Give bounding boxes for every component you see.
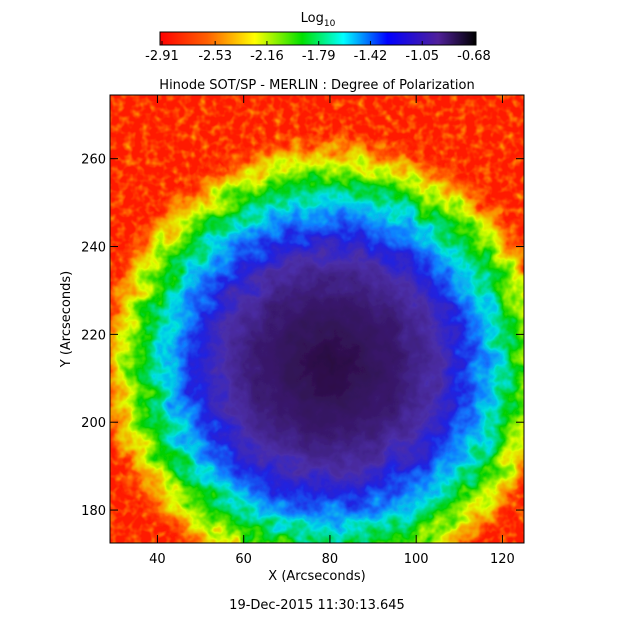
y-tick-label: 200 xyxy=(81,416,106,431)
colorbar-tick-label: -1.79 xyxy=(302,49,336,64)
y-axis-label: Y (Arcseconds) xyxy=(59,271,74,368)
x-tick-label: 60 xyxy=(235,552,252,567)
colorbar-label: Log10 xyxy=(301,11,336,29)
x-axis-label: X (Arcseconds) xyxy=(268,569,365,584)
y-tick-label: 180 xyxy=(81,504,106,519)
chart-title: Hinode SOT/SP - MERLIN : Degree of Polar… xyxy=(159,78,474,93)
colorbar xyxy=(159,31,477,46)
y-tick-label: 220 xyxy=(81,328,106,343)
colorbar-tick-label: -2.91 xyxy=(145,49,179,64)
plot-frame xyxy=(109,94,525,544)
colorbar-tick-label: -1.05 xyxy=(405,49,439,64)
x-tick-label: 40 xyxy=(149,552,166,567)
x-tick-label: 120 xyxy=(490,552,515,567)
footer: 19-Dec-2015 11:30:13.645 xyxy=(229,598,405,613)
colorbar-tick-label: -2.16 xyxy=(250,49,284,64)
x-tick-label: 100 xyxy=(404,552,429,567)
colorbar-tick-label: -2.53 xyxy=(198,49,232,64)
colorbar-label-text: Log xyxy=(301,11,324,26)
x-tick-label: 80 xyxy=(322,552,339,567)
colorbar-tick-label: -0.68 xyxy=(457,49,491,64)
polarization-image xyxy=(110,95,524,543)
colorbar-tick-label: -1.42 xyxy=(354,49,388,64)
y-tick-label: 260 xyxy=(81,153,106,168)
y-tick-label: 240 xyxy=(81,241,106,256)
colorbar-label-sub: 10 xyxy=(324,19,336,29)
